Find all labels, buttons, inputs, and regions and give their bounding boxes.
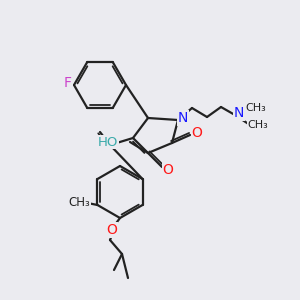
Text: N: N	[234, 106, 244, 120]
Text: O: O	[192, 126, 203, 140]
Text: N: N	[178, 111, 188, 125]
Text: CH₃: CH₃	[246, 103, 266, 113]
Text: F: F	[64, 76, 72, 90]
Text: O: O	[163, 163, 173, 177]
Text: HO: HO	[98, 136, 118, 148]
Text: O: O	[106, 223, 117, 237]
Text: CH₃: CH₃	[248, 120, 268, 130]
Text: CH₃: CH₃	[69, 196, 90, 209]
